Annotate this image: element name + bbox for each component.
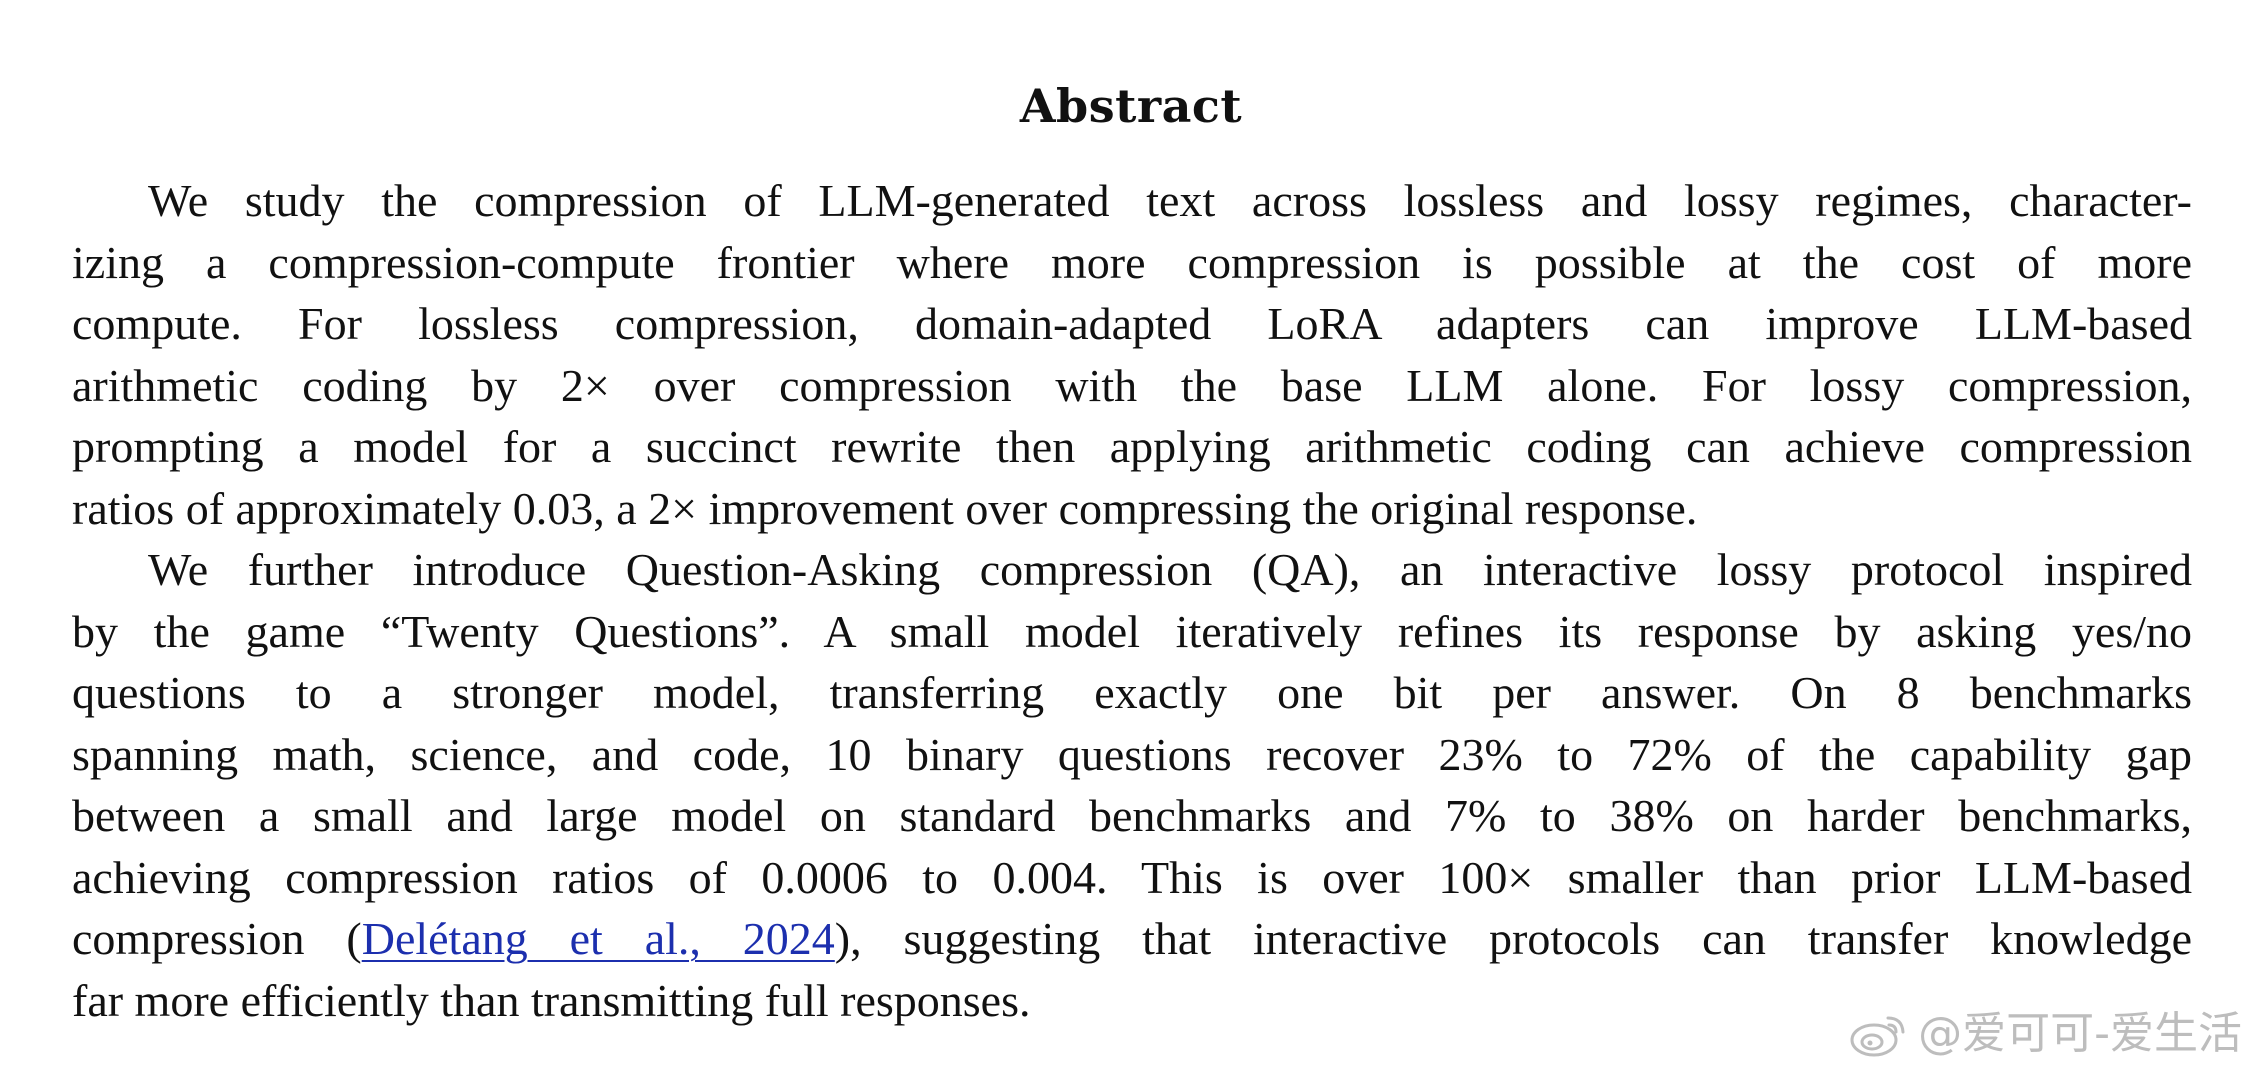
abstract-line: ratios of approximately 0.03, a 2× impro…	[72, 482, 1698, 534]
citation-link[interactable]: Delétang et al., 2024	[361, 913, 835, 964]
abstract-heading: Abstract	[1019, 79, 1243, 133]
abstract-line: compute. For lossless compression, domai…	[72, 298, 2192, 349]
citation-prefix: compression (	[72, 913, 362, 964]
abstract-line: spanning math, science, and code, 10 bin…	[72, 728, 2192, 780]
abstract-line: izing a compression-compute frontier whe…	[72, 236, 2192, 288]
abstract-line: prompting a model for a succinct rewrite…	[72, 421, 2192, 472]
abstract-line: questions to a stronger model, transferr…	[72, 667, 2192, 718]
watermark: @爱可可-爱生活	[1848, 1006, 2242, 1062]
abstract-line: We study the compression of LLM-generate…	[148, 175, 2192, 226]
abstract-body: We study the compression of LLM-generate…	[72, 170, 2192, 1031]
abstract-line: arithmetic coding by 2× over compression…	[72, 359, 2192, 411]
abstract-line: between a small and large model on stand…	[72, 790, 2192, 841]
citation-suffix: ), suggesting that interactive protocols…	[834, 913, 2192, 964]
abstract-line: by the game “Twenty Questions”. A small …	[72, 605, 2192, 657]
abstract-citation-line: compression (Delétang et al., 2024), sug…	[72, 908, 2192, 970]
abstract-line: far more efficiently than transmitting f…	[72, 974, 1031, 1026]
watermark-text: @爱可可-爱生活	[1918, 1008, 2242, 1059]
weibo-icon	[1850, 1016, 1905, 1057]
abstract-line: We further introduce Question-Asking com…	[148, 544, 2192, 595]
abstract-line: achieving compression ratios of 0.0006 t…	[72, 851, 2192, 903]
